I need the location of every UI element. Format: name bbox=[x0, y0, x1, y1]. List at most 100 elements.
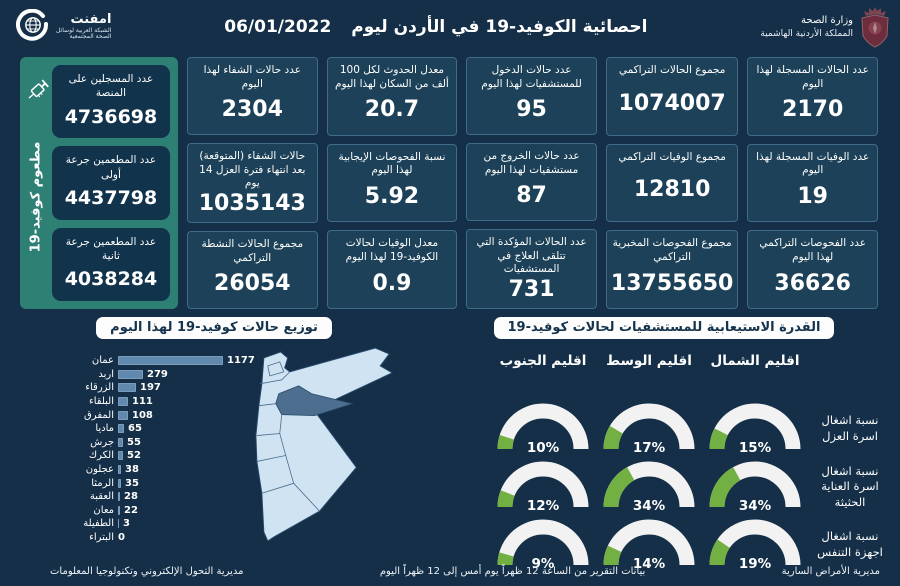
stat-card: نسبة الفحوصات الإيجابية لهذا اليوم 5.92 bbox=[326, 143, 458, 223]
stat-card: عدد حالات الشفاء لهذا اليوم 2304 bbox=[186, 57, 318, 136]
bars-section-title: توزيع حالات كوفيد-19 لهذا اليوم bbox=[96, 317, 332, 339]
stats-grid: عدد الحالات المسجلة لهذا اليوم 2170 عدد ال… bbox=[19, 57, 878, 310]
gauge-row-label-2: نسبة اشغال اسرة العناية الحثيثة bbox=[821, 463, 879, 509]
bar-category-label: العقبة bbox=[89, 491, 114, 503]
bar-value-label: 0 bbox=[118, 532, 125, 544]
stat-value: 13755650 bbox=[610, 270, 734, 296]
stats-column-3: عدد حالات الدخول للمستشفيات لهذا اليوم 95… bbox=[466, 57, 597, 310]
amfnt-subtitle-1: الشبكة العربية لوسائل bbox=[56, 26, 112, 34]
gauge-value: 19% bbox=[738, 556, 772, 572]
gauge-value: 17% bbox=[632, 440, 666, 456]
gauge-اقليم الجنوب-2: 12% bbox=[490, 459, 596, 515]
stats-column-4: معدل الحدوث لكل 100 ألف من السكان لهذا ا… bbox=[326, 57, 458, 310]
bar-row: البتراء 0 bbox=[56, 531, 255, 545]
bar bbox=[118, 397, 128, 407]
stat-value: 20.7 bbox=[364, 97, 420, 123]
vaccine-stat-card: عدد المطعمين جرعة ثانية 4038284 bbox=[51, 227, 170, 301]
bar-value-label: 28 bbox=[124, 491, 138, 503]
stat-value: 95 bbox=[516, 97, 547, 123]
bar-category-label: الزرقاء bbox=[85, 382, 114, 394]
gauge-value: 14% bbox=[632, 556, 666, 572]
gauge-اقليم الجنوب-1: 10% bbox=[490, 401, 596, 457]
bar-row: الرمثا 35 bbox=[56, 476, 255, 490]
gauge-arc bbox=[709, 519, 801, 566]
vaccine-strip: مطعوم كوفيد-19 bbox=[22, 65, 50, 301]
stat-value: 2304 bbox=[221, 97, 283, 123]
bar-value-label: 65 bbox=[128, 423, 142, 435]
bar-row: معان 22 bbox=[56, 504, 255, 518]
stat-card: عدد حالات الدخول للمستشفيات لهذا اليوم 95 bbox=[466, 57, 597, 136]
bar-category-label: الطفيلة bbox=[83, 518, 114, 530]
bar bbox=[118, 383, 136, 393]
stat-value: 731 bbox=[508, 277, 555, 303]
bar-row: البلقاء 111 bbox=[56, 395, 255, 409]
bar bbox=[118, 410, 128, 420]
page-title-text: احصائية الكوفيد-19 في الأردن ليوم bbox=[351, 17, 648, 37]
amfnt-logo-text: امفنت الشبكة العربية لوسائل الصحة المجتم… bbox=[56, 12, 112, 42]
gauge-اقليم الجنوب-3: 9% bbox=[490, 517, 596, 573]
vaccine-stat-label: عدد المطعمين جرعة أولى bbox=[65, 154, 157, 181]
gauge-row-label-3: نسبة اشغال اجهزة التنفس bbox=[817, 529, 883, 559]
stat-label: عدد الفحوصات التراكمي لهذا اليوم bbox=[759, 237, 866, 263]
stat-card: حالات الشفاء (المتوقعة) بعد انتهاء فترة … bbox=[186, 143, 318, 223]
stat-label: معدل الحدوث لكل 100 ألف من السكان لهذا ا… bbox=[335, 64, 449, 90]
stat-label: عدد الحالات المسجلة لهذا اليوم bbox=[756, 64, 869, 90]
amfnt-logo: امفنت الشبكة العربية لوسائل الصحة المجتم… bbox=[14, 9, 111, 45]
bar-row: الزرقاء 197 bbox=[56, 381, 255, 395]
bar bbox=[118, 356, 223, 366]
stat-card: مجموع الوفيات التراكمي 12810 bbox=[605, 143, 739, 223]
bar-category-label: المفرق bbox=[84, 409, 114, 421]
stat-value: 2170 bbox=[782, 97, 844, 123]
vaccine-stat-value: 4038284 bbox=[64, 268, 158, 291]
ministry-name: وزارة الصحة bbox=[801, 15, 853, 27]
jordan-map bbox=[224, 344, 438, 552]
stat-value: 26054 bbox=[214, 271, 291, 297]
stat-card: عدد الحالات المؤكدة التي تتلقى العلاج في… bbox=[466, 229, 597, 310]
stat-value: 19 bbox=[797, 184, 828, 210]
bar-row: ماديا 65 bbox=[56, 422, 255, 436]
vaccine-boxes: عدد المسجلين على المنصة 4736698 عدد المطعم… bbox=[51, 65, 170, 301]
gauge-arc bbox=[709, 403, 801, 450]
footer-left: مديرية التحول الإلكتروني وتكنولوجيا المع… bbox=[50, 565, 244, 577]
gauge-value: 34% bbox=[632, 498, 666, 514]
bottom-section: القدرة الاستيعابية للمستشفيات لحالات كوف… bbox=[0, 314, 900, 572]
vaccination-panel: مطعوم كوفيد-19 عدد المسجلين على المنصة 47… bbox=[19, 57, 178, 309]
stat-value: 0.9 bbox=[372, 270, 412, 296]
gauge-arc bbox=[497, 461, 589, 508]
gauge-value: 34% bbox=[738, 498, 772, 514]
gauge-اقليم الوسط-1: 17% bbox=[596, 401, 702, 457]
region-header-1: اقليم الشمال bbox=[710, 353, 800, 369]
jordan-map-svg bbox=[255, 347, 394, 542]
stat-value: 12810 bbox=[633, 177, 711, 203]
bar-row: عمان 1177 bbox=[56, 354, 255, 368]
bar bbox=[118, 369, 143, 379]
crest-icon bbox=[861, 7, 889, 48]
vaccine-stat-label: عدد المطعمين جرعة ثانية bbox=[65, 235, 157, 262]
vaccine-stat-card: عدد المسجلين على المنصة 4736698 bbox=[51, 65, 170, 139]
bar-row: الكرك 52 bbox=[56, 449, 255, 463]
stat-card: عدد الحالات المسجلة لهذا اليوم 2170 bbox=[747, 57, 878, 136]
stat-label: عدد حالات الشفاء لهذا اليوم bbox=[203, 64, 301, 90]
gauge-value: 15% bbox=[738, 440, 772, 456]
syringe-icon bbox=[28, 79, 49, 99]
gauge-row-label-1: نسبة اشغال اسرة العزل bbox=[821, 413, 879, 443]
bar-category-label: ماديا bbox=[95, 423, 114, 435]
bar-category-label: البتراء bbox=[89, 532, 114, 544]
kingdom-name: المملكة الأردنية الهاشمية bbox=[760, 28, 853, 39]
bar bbox=[118, 437, 123, 447]
bar-category-label: الرمثا bbox=[91, 477, 114, 489]
stat-value: 1035143 bbox=[198, 190, 306, 216]
bar-chart: عمان 1177 اربد 279 الزرقاء 197 البلقاء 111 المفر… bbox=[56, 354, 255, 544]
stat-label: مجموع الحالات النشطة التراكمي bbox=[201, 237, 304, 264]
gauge-arc bbox=[709, 461, 801, 508]
gauge-arc bbox=[603, 461, 695, 508]
gauge-arc bbox=[497, 519, 589, 566]
bar bbox=[118, 492, 120, 502]
bar-category-label: عجلون bbox=[85, 464, 114, 476]
region-header-3: اقليم الجنوب bbox=[499, 353, 587, 369]
amfnt-subtitle-2: الصحة المجتمعية bbox=[69, 33, 112, 41]
bar-row: جرش 55 bbox=[56, 436, 255, 450]
ministry-logo: وزارة الصحة المملكة الأردنية الهاشمية bbox=[760, 6, 890, 48]
page-title: احصائية الكوفيد-19 في الأردن ليوم 06/01/… bbox=[111, 17, 760, 37]
stat-label: مجموع الفحوصات المخبرية التراكمي bbox=[612, 237, 732, 263]
